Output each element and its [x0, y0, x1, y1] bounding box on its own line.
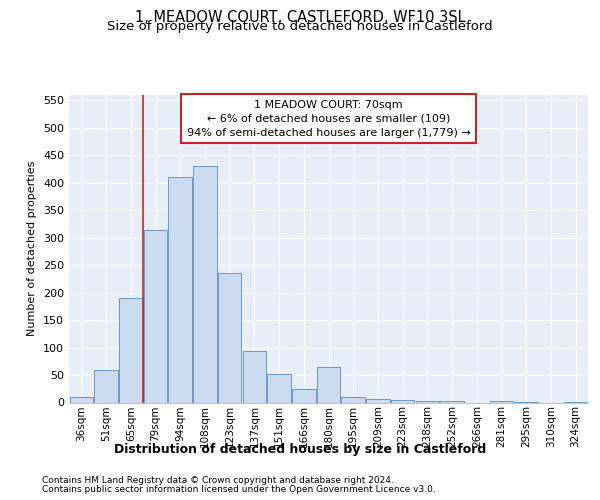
Bar	[391, 400, 415, 402]
Text: Contains public sector information licensed under the Open Government Licence v3: Contains public sector information licen…	[42, 485, 436, 494]
Bar	[317, 367, 340, 402]
Bar	[218, 274, 241, 402]
Bar	[268, 374, 291, 402]
Bar	[242, 352, 266, 403]
Bar	[144, 230, 167, 402]
Bar	[416, 401, 439, 402]
Bar	[94, 370, 118, 402]
Bar	[70, 397, 93, 402]
Text: Contains HM Land Registry data © Crown copyright and database right 2024.: Contains HM Land Registry data © Crown c…	[42, 476, 394, 485]
Bar	[292, 389, 316, 402]
Text: Size of property relative to detached houses in Castleford: Size of property relative to detached ho…	[107, 20, 493, 33]
Bar	[193, 166, 217, 402]
Text: 1, MEADOW COURT, CASTLEFORD, WF10 3SL: 1, MEADOW COURT, CASTLEFORD, WF10 3SL	[134, 10, 466, 25]
Y-axis label: Number of detached properties: Number of detached properties	[28, 161, 37, 336]
Bar	[366, 398, 389, 402]
Text: 1 MEADOW COURT: 70sqm
← 6% of detached houses are smaller (109)
94% of semi-deta: 1 MEADOW COURT: 70sqm ← 6% of detached h…	[187, 100, 470, 138]
Bar	[169, 178, 192, 402]
Bar	[341, 397, 365, 402]
Bar	[119, 298, 143, 403]
Text: Distribution of detached houses by size in Castleford: Distribution of detached houses by size …	[114, 442, 486, 456]
